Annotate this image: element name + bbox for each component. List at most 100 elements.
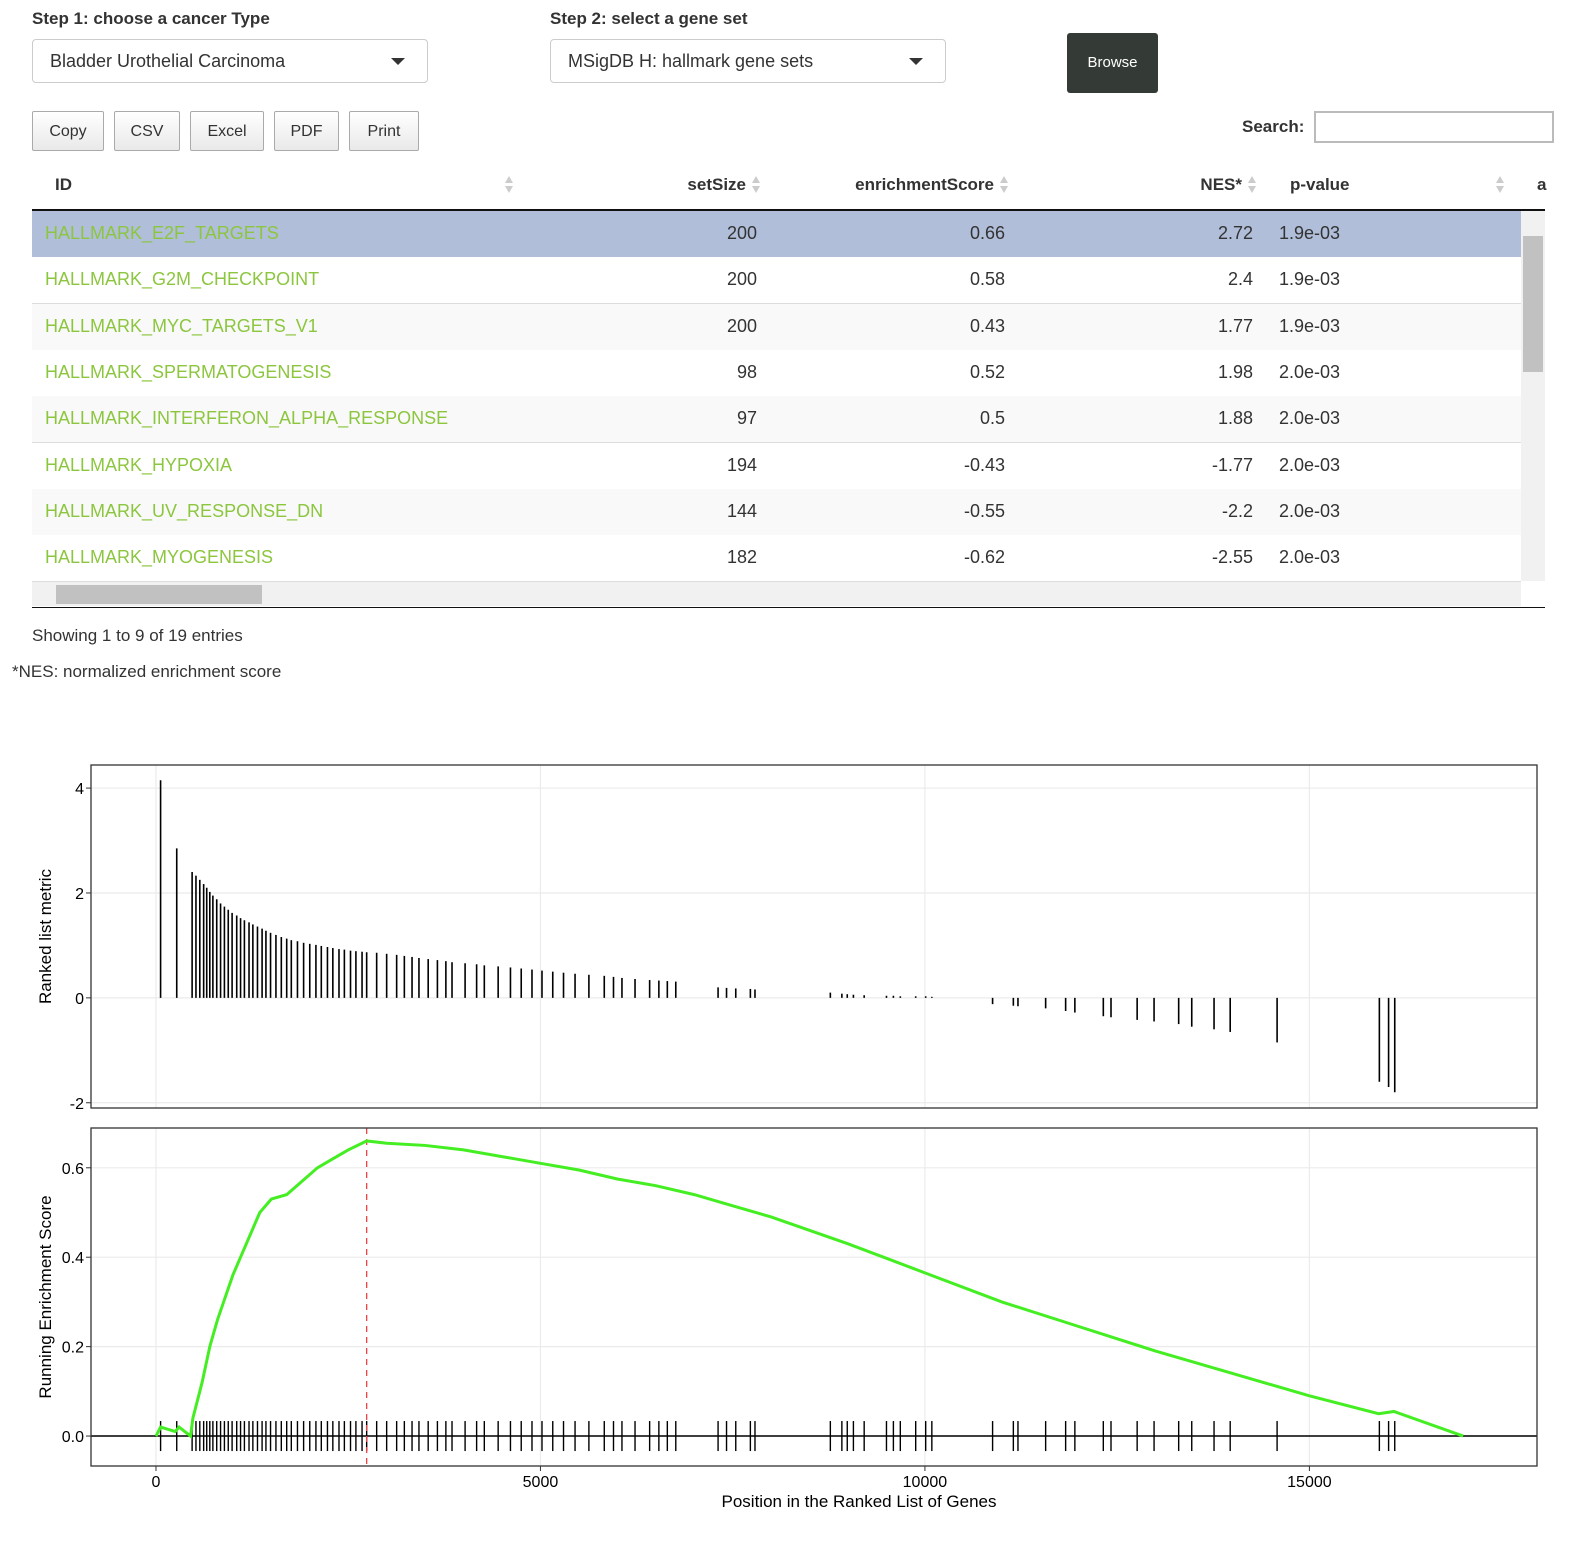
table-row[interactable]: HALLMARK_MYOGENESIS 182 -0.62 -2.55 2.0e-03 (32, 535, 1521, 583)
panel (91, 765, 1537, 1108)
sort-icon (752, 176, 760, 194)
gsea-plot: -2 0 2 4 Ranked list metric 0.0 0.2 0.4 0.6 Runni… (36, 764, 1538, 1511)
step1-label: Step 1: choose a cancer Type (32, 9, 270, 28)
sort-icon (505, 176, 513, 194)
nes: -2.55 (1211, 547, 1253, 568)
p-value: 1.9e-03 (1279, 223, 1341, 243)
nes: 1.88 (1217, 408, 1253, 429)
p-value: 1.9e-03 (1279, 315, 1341, 336)
table-row[interactable]: HALLMARK_G2M_CHECKPOINT 200 0.58 2.4 1.9e-03 (32, 257, 1521, 305)
p-value: 2.0e-03 (1279, 547, 1341, 568)
y-axis-label: Running Enrichment Score (36, 1195, 55, 1398)
set-size: 200 (726, 223, 757, 243)
y-tick-label: -2 (70, 1096, 84, 1113)
x-tick-label: 5000 (523, 1474, 559, 1491)
v-scroll-thumb[interactable] (1523, 236, 1543, 372)
nes: 1.98 (1217, 361, 1253, 382)
table-row[interactable]: HALLMARK_HYPOXIA 194 -0.43 -1.77 2.0e-03 (32, 442, 1521, 490)
enrichment-score: 0.66 (969, 223, 1005, 243)
x-axis-label: Position in the Ranked List of Genes (722, 1492, 997, 1511)
y-tick-label: 0.4 (62, 1250, 84, 1267)
export-button[interactable]: Excel (190, 111, 264, 151)
y-tick-label: 0.2 (62, 1340, 84, 1357)
export-button[interactable]: Print (349, 111, 419, 151)
h-scroll-thumb[interactable] (56, 585, 262, 604)
column-header[interactable]: p-value (1290, 175, 1350, 194)
table-row[interactable]: HALLMARK_SPERMATOGENESIS 98 0.52 1.98 2.0e-0… (32, 349, 1521, 397)
p-value: 2.0e-03 (1279, 361, 1341, 382)
nes: -1.77 (1211, 454, 1253, 475)
enrichment-score: 0.52 (969, 361, 1005, 382)
table-info: Showing 1 to 9 of 19 entries (32, 626, 243, 645)
gene-set-id[interactable]: HALLMARK_G2M_CHECKPOINT (45, 269, 320, 290)
nes: 2.4 (1227, 269, 1253, 290)
panel (91, 1128, 1537, 1466)
enrichment-score: 0.43 (969, 315, 1005, 336)
nes: -2.2 (1221, 500, 1253, 521)
p-value: 2.0e-03 (1279, 454, 1341, 475)
export-button[interactable]: CSV (114, 111, 180, 151)
column-header[interactable]: enrichmentScore (855, 175, 994, 194)
p-value: 2.0e-03 (1279, 500, 1341, 521)
sort-icon (1248, 176, 1256, 194)
search-label: Search: (1242, 117, 1305, 136)
gene-set-id[interactable]: HALLMARK_SPERMATOGENESIS (45, 361, 332, 382)
running-es-line (154, 1139, 1464, 1439)
nes: 1.77 (1217, 315, 1253, 336)
column-header[interactable]: NES* (1200, 175, 1242, 194)
enrichment-score: -0.62 (963, 547, 1005, 568)
column-header[interactable]: setSize (687, 175, 746, 194)
table-row[interactable]: HALLMARK_INTERFERON_ALPHA_RESPONSE 97 0.5 1… (32, 396, 1521, 444)
sort-icon (1000, 176, 1008, 194)
enrichment-score: 0.5 (979, 408, 1005, 429)
table-row[interactable]: HALLMARK_UV_RESPONSE_DN 144 -0.55 -2.2 2.0e-… (32, 488, 1521, 536)
search-input[interactable] (1314, 111, 1554, 143)
column-header[interactable]: ID (55, 175, 72, 194)
set-size: 200 (726, 269, 757, 290)
y-tick-label: 0.6 (62, 1161, 84, 1178)
column-header: a (1537, 175, 1547, 194)
y-tick-label: 2 (75, 886, 84, 903)
y-axis-label: Ranked list metric (36, 868, 55, 1004)
sort-icon (1496, 176, 1504, 194)
set-size: 200 (726, 315, 757, 336)
set-size: 97 (736, 408, 757, 429)
set-size: 194 (726, 454, 757, 475)
p-value: 1.9e-03 (1279, 269, 1341, 290)
y-tick-label: 0.0 (62, 1429, 84, 1446)
gene-set-id[interactable]: HALLMARK_MYOGENESIS (45, 547, 274, 568)
cancer-select[interactable]: Bladder Urothelial Carcinoma (32, 39, 428, 83)
gene-set-id[interactable]: HALLMARK_MYC_TARGETS_V1 (45, 315, 318, 336)
gene-set-id[interactable]: HALLMARK_E2F_TARGETS (45, 223, 279, 243)
table-row[interactable]: HALLMARK_MYC_TARGETS_V1 200 0.43 1.77 1.9e-0… (32, 303, 1521, 351)
cancer-value: Bladder Urothelial Carcinoma (50, 51, 286, 71)
gene-set-id[interactable]: HALLMARK_UV_RESPONSE_DN (45, 500, 324, 521)
y-tick-label: 0 (75, 991, 84, 1008)
export-button[interactable]: PDF (274, 111, 339, 151)
footnote: *NES: normalized enrichment score (12, 662, 282, 681)
panel-border (90, 1127, 1538, 1467)
gene-set-id[interactable]: HALLMARK_HYPOXIA (45, 454, 233, 475)
y-tick-label: 4 (75, 781, 84, 798)
table: ID setSize enrichmentScore NES* p-value a HALL… (0, 0, 1595, 620)
caret (909, 58, 923, 65)
set-size: 144 (726, 500, 757, 521)
geneset-value: MSigDB H: hallmark gene sets (568, 51, 814, 71)
enrichment-score: -0.43 (963, 454, 1005, 475)
x-tick-label: 0 (152, 1474, 161, 1491)
export-button[interactable]: Copy (32, 111, 104, 151)
geneset-select[interactable]: MSigDB H: hallmark gene sets (550, 39, 946, 83)
step2-label: Step 2: select a gene set (550, 9, 748, 28)
header-border (32, 209, 1545, 211)
nes: 2.72 (1217, 223, 1253, 243)
table-row[interactable]: HALLMARK_E2F_TARGETS 200 0.66 2.72 1.9e-03 (32, 211, 1521, 258)
h-scrollbar[interactable] (32, 582, 1521, 606)
enrichment-score: 0.58 (969, 269, 1005, 290)
x-tick-label: 10000 (903, 1474, 948, 1491)
browse-button[interactable]: Browse (1067, 33, 1158, 93)
set-size: 98 (736, 361, 757, 382)
gene-set-id[interactable]: HALLMARK_INTERFERON_ALPHA_RESPONSE (45, 408, 449, 429)
set-size: 182 (726, 547, 757, 568)
panel-border (90, 764, 1538, 1109)
